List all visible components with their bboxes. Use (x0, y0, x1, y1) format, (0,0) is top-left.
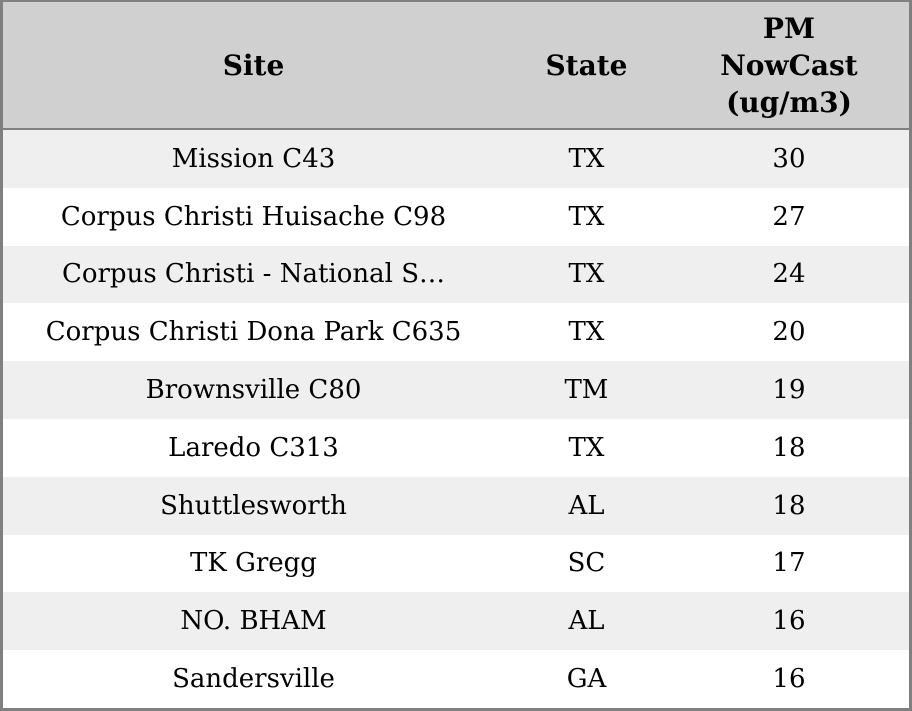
table-row: Corpus Christi - National S… TX 24 (3, 245, 909, 304)
site-cell: Shuttlesworth (3, 476, 505, 535)
site-cell: TK Gregg (3, 534, 505, 593)
value-cell: 24 (668, 245, 909, 304)
col-header-pm-line3: (ug/m3) (726, 85, 852, 119)
value-cell: 20 (668, 303, 909, 362)
table-row: Shuttlesworth AL 18 (3, 476, 909, 535)
value-cell: 16 (668, 650, 909, 708)
site-cell: Mission C43 (3, 130, 505, 188)
value-cell: 16 (668, 592, 909, 651)
state-cell: TX (504, 303, 669, 362)
table-row: Brownsville C80 TM 19 (3, 361, 909, 419)
col-header-state-label: State (545, 48, 628, 82)
state-cell: TX (504, 187, 669, 246)
table-row: TK Gregg SC 17 (3, 534, 909, 593)
site-cell: Laredo C313 (3, 418, 505, 477)
value-cell: 19 (668, 361, 909, 419)
table-row: Corpus Christi Dona Park C635 TX 20 (3, 303, 909, 362)
value-cell: 30 (668, 130, 909, 188)
table-row: NO. BHAM AL 16 (3, 592, 909, 651)
state-cell: GA (504, 650, 669, 708)
table-body: Mission C43 TX 30 Corpus Christi Huisach… (3, 130, 909, 708)
site-cell: Corpus Christi - National S… (3, 245, 505, 304)
state-cell: AL (504, 476, 669, 535)
col-header-site-label: Site (222, 48, 285, 82)
state-cell: SC (504, 534, 669, 593)
col-header-pm-line2: NowCast (720, 48, 858, 82)
value-cell: 18 (668, 476, 909, 535)
state-cell: TX (504, 245, 669, 304)
table-row: Mission C43 TX 30 (3, 130, 909, 188)
col-header-pm-nowcast: PM NowCast (ug/m3) (668, 2, 909, 130)
col-header-pm-line1: PM (762, 11, 815, 45)
site-cell: Corpus Christi Huisache C98 (3, 187, 505, 246)
site-cell: NO. BHAM (3, 592, 505, 651)
value-cell: 18 (668, 418, 909, 477)
state-cell: TX (504, 418, 669, 477)
state-cell: TX (504, 130, 669, 188)
value-cell: 17 (668, 534, 909, 593)
col-header-state: State (504, 2, 669, 130)
table-header: Site State PM NowCast (ug/m3) (3, 2, 909, 130)
site-cell: Sandersville (3, 650, 505, 708)
site-cell: Corpus Christi Dona Park C635 (3, 303, 505, 362)
table-row: Laredo C313 TX 18 (3, 418, 909, 477)
value-cell: 27 (668, 187, 909, 246)
state-cell: TM (504, 361, 669, 419)
state-cell: AL (504, 592, 669, 651)
table-row: Sandersville GA 16 (3, 650, 909, 708)
table-row: Corpus Christi Huisache C98 TX 27 (3, 187, 909, 246)
header-row: Site State PM NowCast (ug/m3) (3, 2, 909, 130)
site-cell: Brownsville C80 (3, 361, 505, 419)
col-header-site: Site (3, 2, 505, 130)
